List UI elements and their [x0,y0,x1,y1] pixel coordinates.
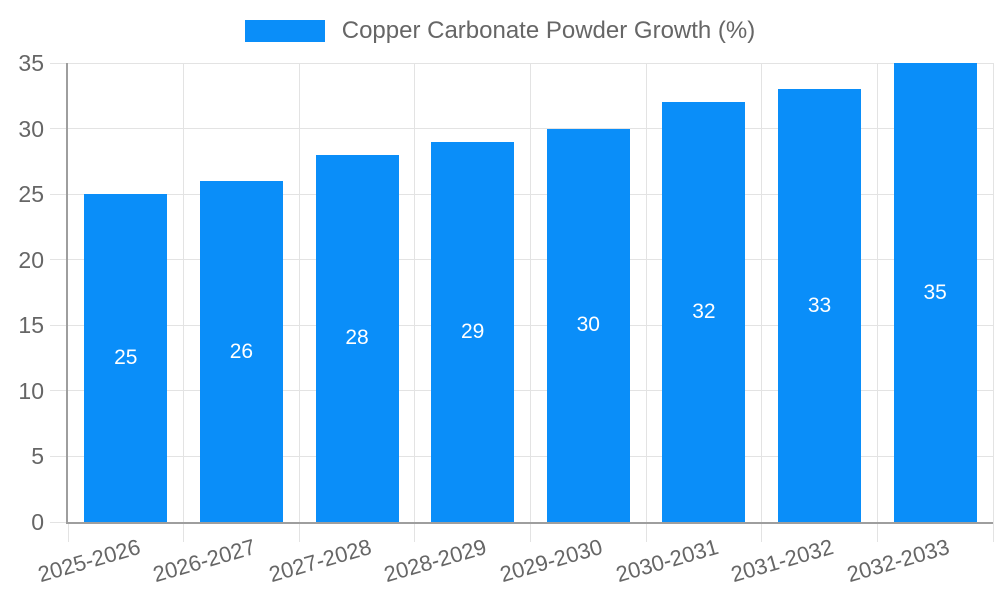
y-tick-mark [50,193,68,195]
x-gridline [645,63,647,522]
bar[interactable] [546,128,630,522]
x-tick-label: 2028-2029 [381,534,490,588]
bar[interactable] [84,194,168,522]
x-gridline [992,63,994,522]
y-tick-mark [50,62,68,64]
x-tick-mark [67,522,69,542]
bar[interactable] [315,154,399,522]
x-tick-mark [761,522,763,542]
x-gridline [183,63,185,522]
y-tick-mark [50,324,68,326]
bar-value-label: 33 [807,293,832,317]
y-tick-mark [50,259,68,261]
y-tick-label: 15 [18,312,44,339]
bar[interactable] [662,102,746,522]
x-gridline [298,63,300,522]
x-tick-label: 2025-2026 [34,534,143,588]
y-tick-label: 0 [31,509,44,535]
legend-swatch [244,20,325,42]
y-tick-label: 5 [31,443,44,470]
x-tick-label: 2032-2033 [844,534,953,588]
y-tick-label: 25 [18,181,44,208]
x-tick-mark [992,522,994,542]
x-tick-label: 2030-2031 [612,534,721,588]
x-tick-label: 2031-2032 [728,534,837,588]
bar[interactable] [893,63,977,522]
y-tick-mark [50,390,68,392]
x-tick-mark [298,522,300,542]
x-tick-label: 2029-2030 [497,534,606,588]
bar-value-label: 29 [461,319,485,343]
x-tick-mark [183,522,185,542]
bar-value-label: 26 [229,339,254,363]
x-tick-mark [876,522,878,542]
y-tick-label: 35 [18,50,44,76]
y-axis-line [66,63,68,524]
x-gridline [414,63,416,522]
x-gridline [876,63,878,522]
bar[interactable] [431,141,515,522]
y-tick-mark [50,455,68,457]
x-gridline [761,63,763,522]
x-gridline [530,63,531,522]
legend-label: Copper Carbonate Powder Growth (%) [341,17,756,44]
bar-value-label: 32 [692,300,716,324]
x-axis-line [66,522,993,524]
x-tick-mark [414,522,416,542]
y-tick-mark [50,128,68,130]
x-tick-label: 2027-2028 [265,534,374,588]
x-tick-mark [530,522,531,542]
bar-value-label: 30 [576,313,600,337]
bar[interactable] [778,89,862,522]
x-tick-mark [645,522,647,542]
bar-value-label: 28 [345,326,369,350]
y-tick-label: 30 [18,115,44,142]
bar-value-label: 25 [114,346,138,370]
y-tick-label: 10 [18,377,44,404]
y-tick-label: 20 [18,246,44,273]
bar[interactable] [199,181,283,522]
bar-value-label: 35 [923,280,947,304]
x-tick-label: 2026-2027 [150,534,259,588]
legend[interactable]: Copper Carbonate Powder Growth (%) [0,13,1000,49]
y-tick-mark [50,521,68,523]
